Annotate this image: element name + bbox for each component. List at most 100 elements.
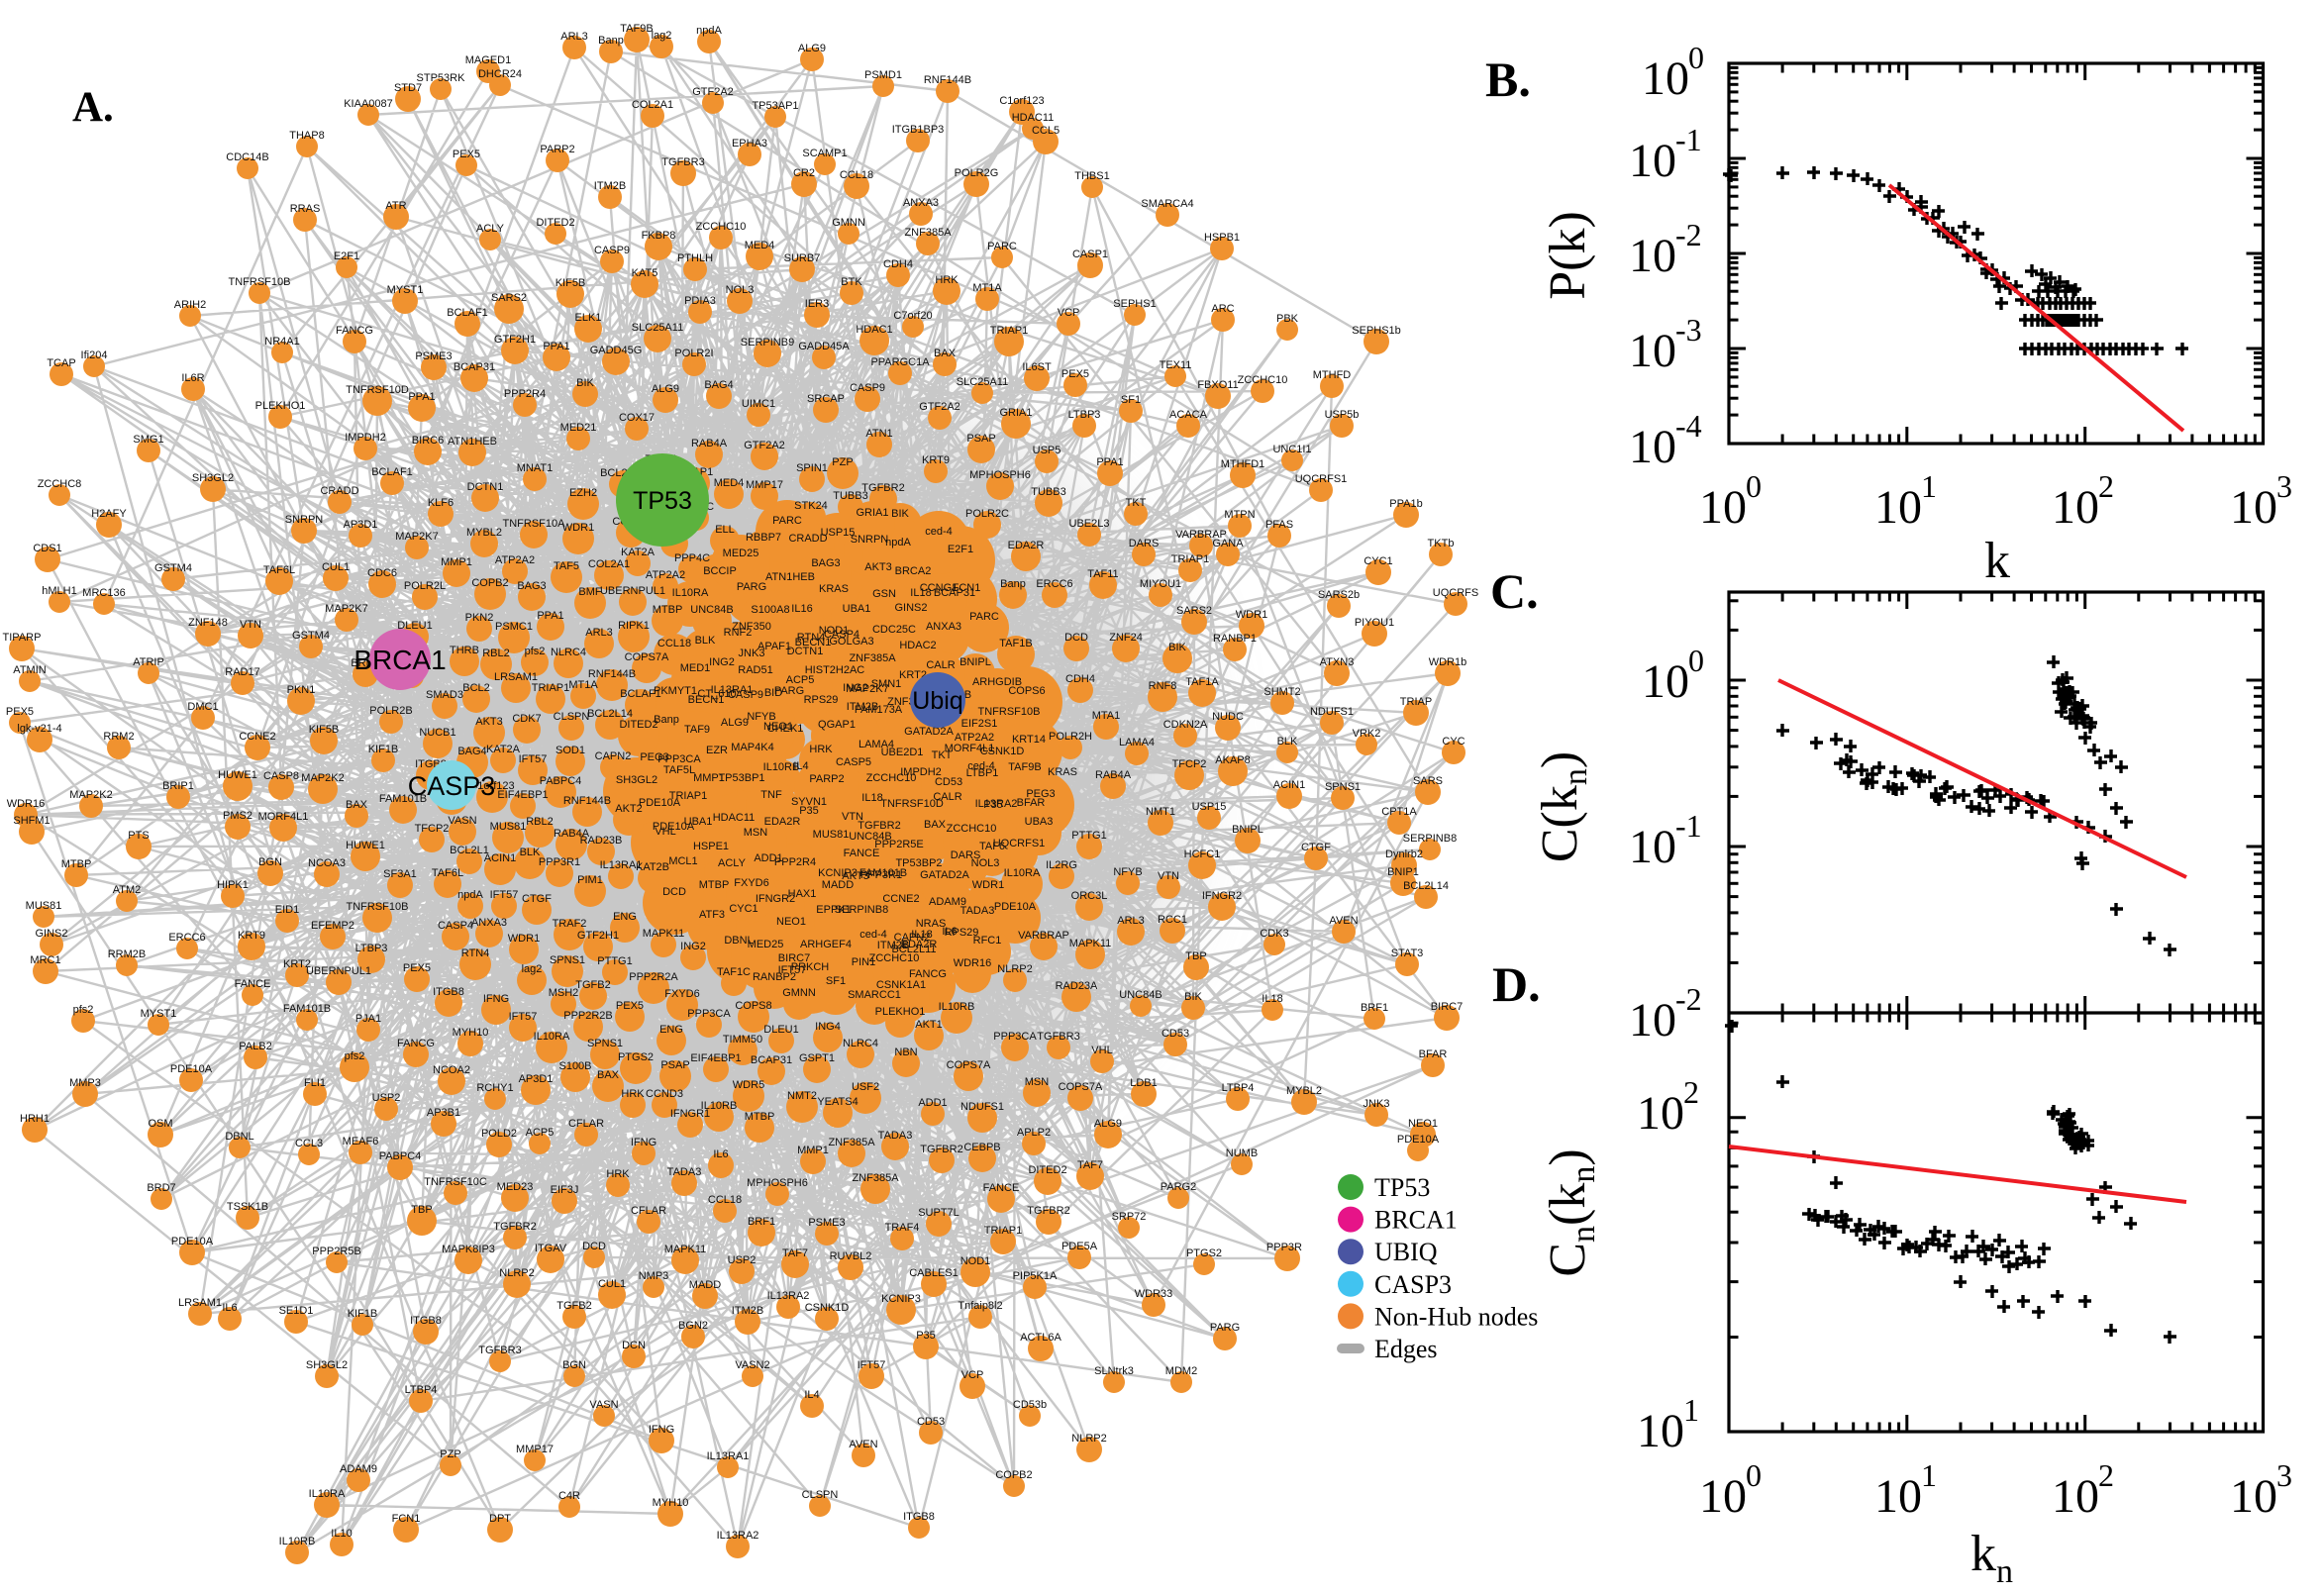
svg-text:MUS81: MUS81 (490, 821, 527, 833)
svg-text:TAF7: TAF7 (782, 1247, 808, 1259)
svg-text:RNF144B: RNF144B (588, 668, 636, 680)
svg-text:BCAP31: BCAP31 (454, 361, 495, 373)
svg-text:IMPDH2: IMPDH2 (345, 432, 386, 444)
svg-text:10: 10 (1637, 1087, 1684, 1140)
svg-text:NCOA2: NCOA2 (433, 1064, 470, 1076)
svg-text:MAPK8IP3: MAPK8IP3 (442, 1244, 495, 1255)
svg-text:IL13RA2: IL13RA2 (717, 1530, 759, 1542)
svg-text:PKMYT1: PKMYT1 (654, 685, 697, 697)
svg-text:HDAC2: HDAC2 (899, 640, 936, 651)
svg-text:ARIH2: ARIH2 (174, 299, 206, 311)
svg-text:CCL3: CCL3 (295, 1138, 323, 1149)
svg-text:10: 10 (1699, 481, 1747, 534)
svg-text:ATN1HEB: ATN1HEB (765, 571, 815, 583)
svg-text:GTF2A2: GTF2A2 (919, 401, 960, 413)
svg-text:ADD1: ADD1 (918, 1097, 947, 1109)
svg-text:ANXA3: ANXA3 (926, 621, 961, 633)
svg-text:BGN: BGN (562, 1359, 586, 1371)
svg-text:PEX5: PEX5 (616, 1000, 644, 1012)
svg-text:TNFRSF10B: TNFRSF10B (229, 276, 291, 288)
svg-text:BCL2: BCL2 (462, 682, 490, 694)
svg-text:MORF4L1: MORF4L1 (945, 743, 995, 754)
svg-text:IL18: IL18 (1262, 993, 1282, 1005)
svg-text:TADA3: TADA3 (878, 1130, 913, 1142)
svg-text:NMT1: NMT1 (1146, 806, 1175, 818)
svg-text:BIRC6: BIRC6 (412, 435, 444, 447)
svg-text:EZH2: EZH2 (569, 487, 597, 499)
svg-text:DCD: DCD (662, 886, 686, 898)
svg-text:IFNGR2: IFNGR2 (756, 893, 795, 905)
svg-text:TRIAP: TRIAP (1400, 696, 1432, 708)
svg-text:SLC25A11: SLC25A11 (957, 376, 1008, 388)
svg-text:CD53b: CD53b (1013, 1399, 1047, 1411)
svg-text:GRIA1: GRIA1 (999, 407, 1032, 419)
svg-text:NMP3: NMP3 (639, 1270, 669, 1282)
svg-text:NCOA3: NCOA3 (308, 857, 346, 869)
svg-text:YEATS4: YEATS4 (817, 1096, 858, 1108)
svg-text:MTPN: MTPN (1224, 509, 1255, 521)
svg-text:Banp: Banp (654, 714, 679, 726)
svg-text:ANXA3: ANXA3 (471, 917, 507, 929)
svg-text:3: 3 (2276, 1457, 2292, 1493)
svg-text:DARS: DARS (1129, 538, 1160, 549)
svg-text:ITGAV: ITGAV (535, 1243, 567, 1254)
svg-text:HIST2H2AC: HIST2H2AC (805, 664, 865, 676)
svg-text:IFT57: IFT57 (778, 964, 807, 976)
svg-text:PTTG1: PTTG1 (597, 955, 632, 967)
svg-text:HRK: HRK (621, 1088, 645, 1100)
svg-text:PPARGC1A: PPARGC1A (870, 356, 930, 368)
svg-text:ARL3: ARL3 (585, 627, 613, 639)
svg-text:PSAP: PSAP (966, 433, 995, 445)
svg-text:CASP1: CASP1 (1072, 249, 1108, 260)
svg-text:NUDC: NUDC (1212, 711, 1244, 723)
svg-text:RCC1: RCC1 (1158, 914, 1187, 926)
svg-text:BCLAF1: BCLAF1 (447, 307, 488, 319)
svg-text:PRKCH: PRKCH (791, 961, 830, 973)
svg-text:ZNF385A: ZNF385A (828, 1137, 875, 1148)
svg-text:ATXN3: ATXN3 (1320, 656, 1355, 668)
svg-text:DITED2: DITED2 (536, 217, 574, 229)
svg-text:EIF2S1: EIF2S1 (961, 718, 998, 730)
svg-text:E2F1: E2F1 (334, 250, 359, 262)
svg-text:HDAC1: HDAC1 (856, 324, 892, 336)
svg-text:GADD45A: GADD45A (798, 341, 850, 352)
svg-text:RNF144B: RNF144B (924, 74, 971, 86)
svg-text:SEPHS1b: SEPHS1b (1352, 325, 1401, 337)
svg-text:UBIQ: UBIQ (1374, 1238, 1438, 1266)
svg-text:ALG9: ALG9 (721, 717, 749, 729)
svg-text:UQCRFS1: UQCRFS1 (993, 838, 1046, 849)
svg-text:KRT9: KRT9 (922, 454, 950, 466)
svg-text:SF1: SF1 (1121, 394, 1141, 406)
svg-text:10: 10 (1642, 52, 1689, 105)
svg-text:IL10: IL10 (331, 1528, 352, 1540)
svg-text:RTN4: RTN4 (461, 948, 490, 959)
svg-text:KIAA0087: KIAA0087 (344, 98, 393, 110)
svg-text:Dynlrb2: Dynlrb2 (1385, 848, 1423, 860)
svg-text:SRP72: SRP72 (1112, 1211, 1147, 1223)
svg-text:MED25: MED25 (723, 548, 759, 559)
svg-text:lgk-v21-4: lgk-v21-4 (17, 723, 61, 735)
svg-text:CLSPN: CLSPN (554, 711, 590, 723)
svg-text:RTN4: RTN4 (797, 632, 826, 644)
svg-text:BGN: BGN (258, 856, 282, 868)
svg-text:CALR: CALR (933, 791, 961, 803)
svg-text:SH3GL2: SH3GL2 (306, 1359, 348, 1371)
svg-text:BCL2L14: BCL2L14 (587, 708, 633, 720)
svg-text:10: 10 (1699, 1470, 1747, 1523)
svg-text:GSTM4: GSTM4 (292, 630, 330, 642)
svg-text:RIPK1: RIPK1 (618, 620, 650, 632)
svg-text:RBL2: RBL2 (526, 816, 554, 828)
svg-text:VARBRAP: VARBRAP (1018, 930, 1069, 942)
svg-text:KIF1B: KIF1B (368, 744, 399, 755)
svg-text:PEX5: PEX5 (6, 706, 34, 718)
svg-text:ACP5: ACP5 (786, 674, 815, 686)
svg-text:PPP3R1: PPP3R1 (860, 869, 902, 881)
svg-text:PPP2R4: PPP2R4 (774, 856, 816, 868)
svg-text:VTN: VTN (842, 811, 863, 823)
svg-text:IFNGR2: IFNGR2 (1202, 890, 1242, 902)
svg-text:BAX: BAX (934, 348, 957, 359)
svg-text:FANCG: FANCG (397, 1038, 435, 1049)
svg-text:-1: -1 (1675, 808, 1702, 844)
svg-text:RRM2B: RRM2B (108, 948, 147, 960)
svg-text:E2F1: E2F1 (948, 544, 973, 555)
